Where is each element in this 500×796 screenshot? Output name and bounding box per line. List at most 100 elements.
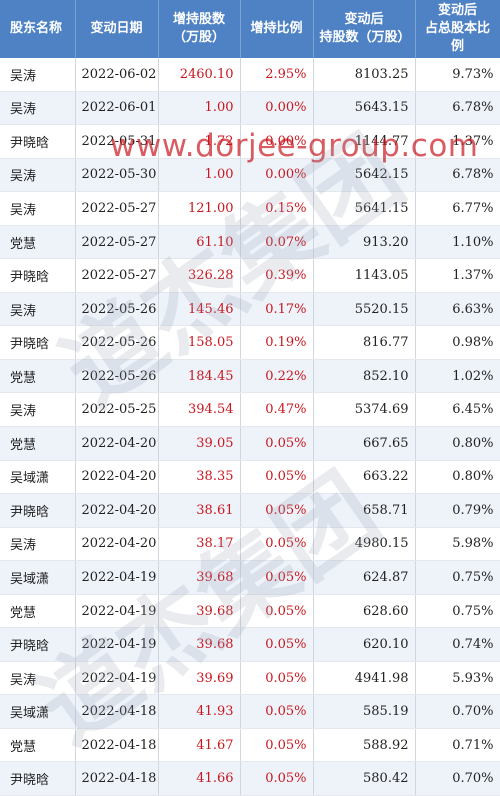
cell-shareholder-name: 党慧 <box>0 728 76 763</box>
cell-shares-after: 1143.05 <box>313 258 416 293</box>
cell-shareholder-name: 吴域潇 <box>0 694 76 729</box>
cell-shareholder-name: 吴涛 <box>0 661 76 696</box>
cell-ratio-after: 0.80% <box>415 460 500 495</box>
cell-change-date: 2022-04-18 <box>75 728 159 763</box>
header-change-date: 变动日期 <box>75 0 159 58</box>
cell-ratio-after: 6.78% <box>415 91 500 126</box>
table-row: 尹晓晗 2022-04-20 38.61 0.05% 658.71 0.79% <box>0 493 500 528</box>
cell-shareholder-name: 吴涛 <box>0 158 76 193</box>
cell-increase-shares: 39.05 <box>158 426 241 461</box>
cell-ratio-after: 0.74% <box>415 627 500 662</box>
cell-ratio-after: 6.77% <box>415 191 500 226</box>
cell-increase-ratio: 0.00% <box>240 91 314 126</box>
cell-change-date: 2022-05-30 <box>75 158 159 193</box>
cell-shares-after: 913.20 <box>313 225 416 260</box>
cell-change-date: 2022-05-31 <box>75 124 159 159</box>
cell-increase-shares: 61.10 <box>158 225 241 260</box>
cell-increase-shares: 41.93 <box>158 694 241 729</box>
cell-shares-after: 620.10 <box>313 627 416 662</box>
table-row: 尹晓晗 2022-05-31 1.72 0.00% 1144.77 1.37% <box>0 124 500 159</box>
cell-increase-shares: 39.69 <box>158 661 241 696</box>
cell-increase-ratio: 0.00% <box>240 124 314 159</box>
cell-increase-ratio: 0.05% <box>240 661 314 696</box>
cell-increase-shares: 1.72 <box>158 124 241 159</box>
cell-ratio-after: 0.75% <box>415 594 500 629</box>
cell-increase-shares: 38.35 <box>158 460 241 495</box>
cell-increase-ratio: 0.05% <box>240 527 314 562</box>
cell-shareholder-name: 党慧 <box>0 225 76 260</box>
cell-ratio-after: 0.79% <box>415 493 500 528</box>
cell-change-date: 2022-05-26 <box>75 325 159 360</box>
header-label: 增持比例 <box>250 21 303 36</box>
cell-shareholder-name: 吴域潇 <box>0 460 76 495</box>
table-body: 吴涛 2022-06-02 2460.10 2.95% 8103.25 9.73% 吴涛 20… <box>0 58 500 796</box>
cell-shares-after: 658.71 <box>313 493 416 528</box>
cell-change-date: 2022-04-20 <box>75 527 159 562</box>
table-row: 吴域潇 2022-04-20 38.35 0.05% 663.22 0.80% <box>0 460 500 495</box>
cell-shareholder-name: 尹晓晗 <box>0 493 76 528</box>
cell-shares-after: 5374.69 <box>313 392 416 428</box>
cell-shareholder-name: 吴涛 <box>0 191 76 226</box>
cell-shares-after: 667.65 <box>313 426 416 461</box>
cell-change-date: 2022-05-26 <box>75 359 159 394</box>
cell-ratio-after: 5.93% <box>415 661 500 696</box>
cell-increase-shares: 38.17 <box>158 527 241 562</box>
cell-change-date: 2022-05-25 <box>75 392 159 428</box>
cell-increase-ratio: 0.15% <box>240 191 314 226</box>
cell-ratio-after: 0.98% <box>415 325 500 360</box>
cell-increase-ratio: 0.05% <box>240 560 314 595</box>
cell-change-date: 2022-04-19 <box>75 627 159 662</box>
table-row: 党慧 2022-04-18 41.67 0.05% 588.92 0.71% <box>0 728 500 763</box>
cell-change-date: 2022-05-27 <box>75 225 159 260</box>
cell-shares-after: 580.42 <box>313 761 416 796</box>
cell-shares-after: 585.19 <box>313 694 416 729</box>
cell-change-date: 2022-05-26 <box>75 292 159 327</box>
cell-change-date: 2022-04-19 <box>75 594 159 629</box>
cell-ratio-after: 6.45% <box>415 392 500 428</box>
cell-increase-shares: 41.67 <box>158 728 241 763</box>
table-row: 吴涛 2022-06-01 1.00 0.00% 5643.15 6.78% <box>0 91 500 126</box>
cell-increase-ratio: 0.05% <box>240 493 314 528</box>
cell-shareholder-name: 吴域潇 <box>0 560 76 595</box>
table-row: 尹晓晗 2022-04-18 41.66 0.05% 580.42 0.70% <box>0 761 500 796</box>
cell-change-date: 2022-04-20 <box>75 426 159 461</box>
header-increase-shares: 增持股数 （万股） <box>158 0 241 58</box>
header-label: 变动后 <box>344 12 384 27</box>
cell-change-date: 2022-06-02 <box>75 58 159 92</box>
cell-shares-after: 816.77 <box>313 325 416 360</box>
table-row: 吴涛 2022-06-02 2460.10 2.95% 8103.25 9.73% <box>0 58 500 92</box>
cell-increase-ratio: 0.39% <box>240 258 314 293</box>
cell-shares-after: 624.87 <box>313 560 416 595</box>
cell-ratio-after: 1.37% <box>415 258 500 293</box>
cell-ratio-after: 5.98% <box>415 527 500 562</box>
cell-ratio-after: 0.75% <box>415 560 500 595</box>
cell-increase-ratio: 0.05% <box>240 426 314 461</box>
cell-shares-after: 5641.15 <box>313 191 416 226</box>
table-row: 吴涛 2022-05-26 145.46 0.17% 5520.15 6.63% <box>0 292 500 327</box>
cell-increase-shares: 158.05 <box>158 325 241 360</box>
cell-increase-ratio: 0.05% <box>240 728 314 763</box>
cell-increase-shares: 38.61 <box>158 493 241 528</box>
cell-shareholder-name: 尹晓晗 <box>0 124 76 159</box>
cell-increase-shares: 2460.10 <box>158 58 241 92</box>
header-label: （万股） <box>172 30 225 45</box>
cell-increase-shares: 39.68 <box>158 627 241 662</box>
cell-change-date: 2022-04-20 <box>75 460 159 495</box>
header-increase-ratio: 增持比例 <box>240 0 314 58</box>
cell-increase-ratio: 0.00% <box>240 158 314 193</box>
cell-ratio-after: 0.80% <box>415 426 500 461</box>
cell-change-date: 2022-04-18 <box>75 694 159 729</box>
table-row: 尹晓晗 2022-05-26 158.05 0.19% 816.77 0.98% <box>0 325 500 360</box>
cell-shareholder-name: 党慧 <box>0 594 76 629</box>
cell-increase-ratio: 0.05% <box>240 460 314 495</box>
cell-shares-after: 5642.15 <box>313 158 416 193</box>
cell-increase-shares: 394.54 <box>158 392 241 428</box>
header-label: 股东名称 <box>10 21 63 36</box>
cell-ratio-after: 0.71% <box>415 728 500 763</box>
table-row: 党慧 2022-04-19 39.68 0.05% 628.60 0.75% <box>0 594 500 629</box>
table-row: 党慧 2022-05-26 184.45 0.22% 852.10 1.02% <box>0 359 500 394</box>
header-label: 持股数（万股） <box>319 30 411 45</box>
cell-increase-shares: 184.45 <box>158 359 241 394</box>
cell-increase-shares: 1.00 <box>158 91 241 126</box>
cell-shareholder-name: 尹晓晗 <box>0 761 76 796</box>
